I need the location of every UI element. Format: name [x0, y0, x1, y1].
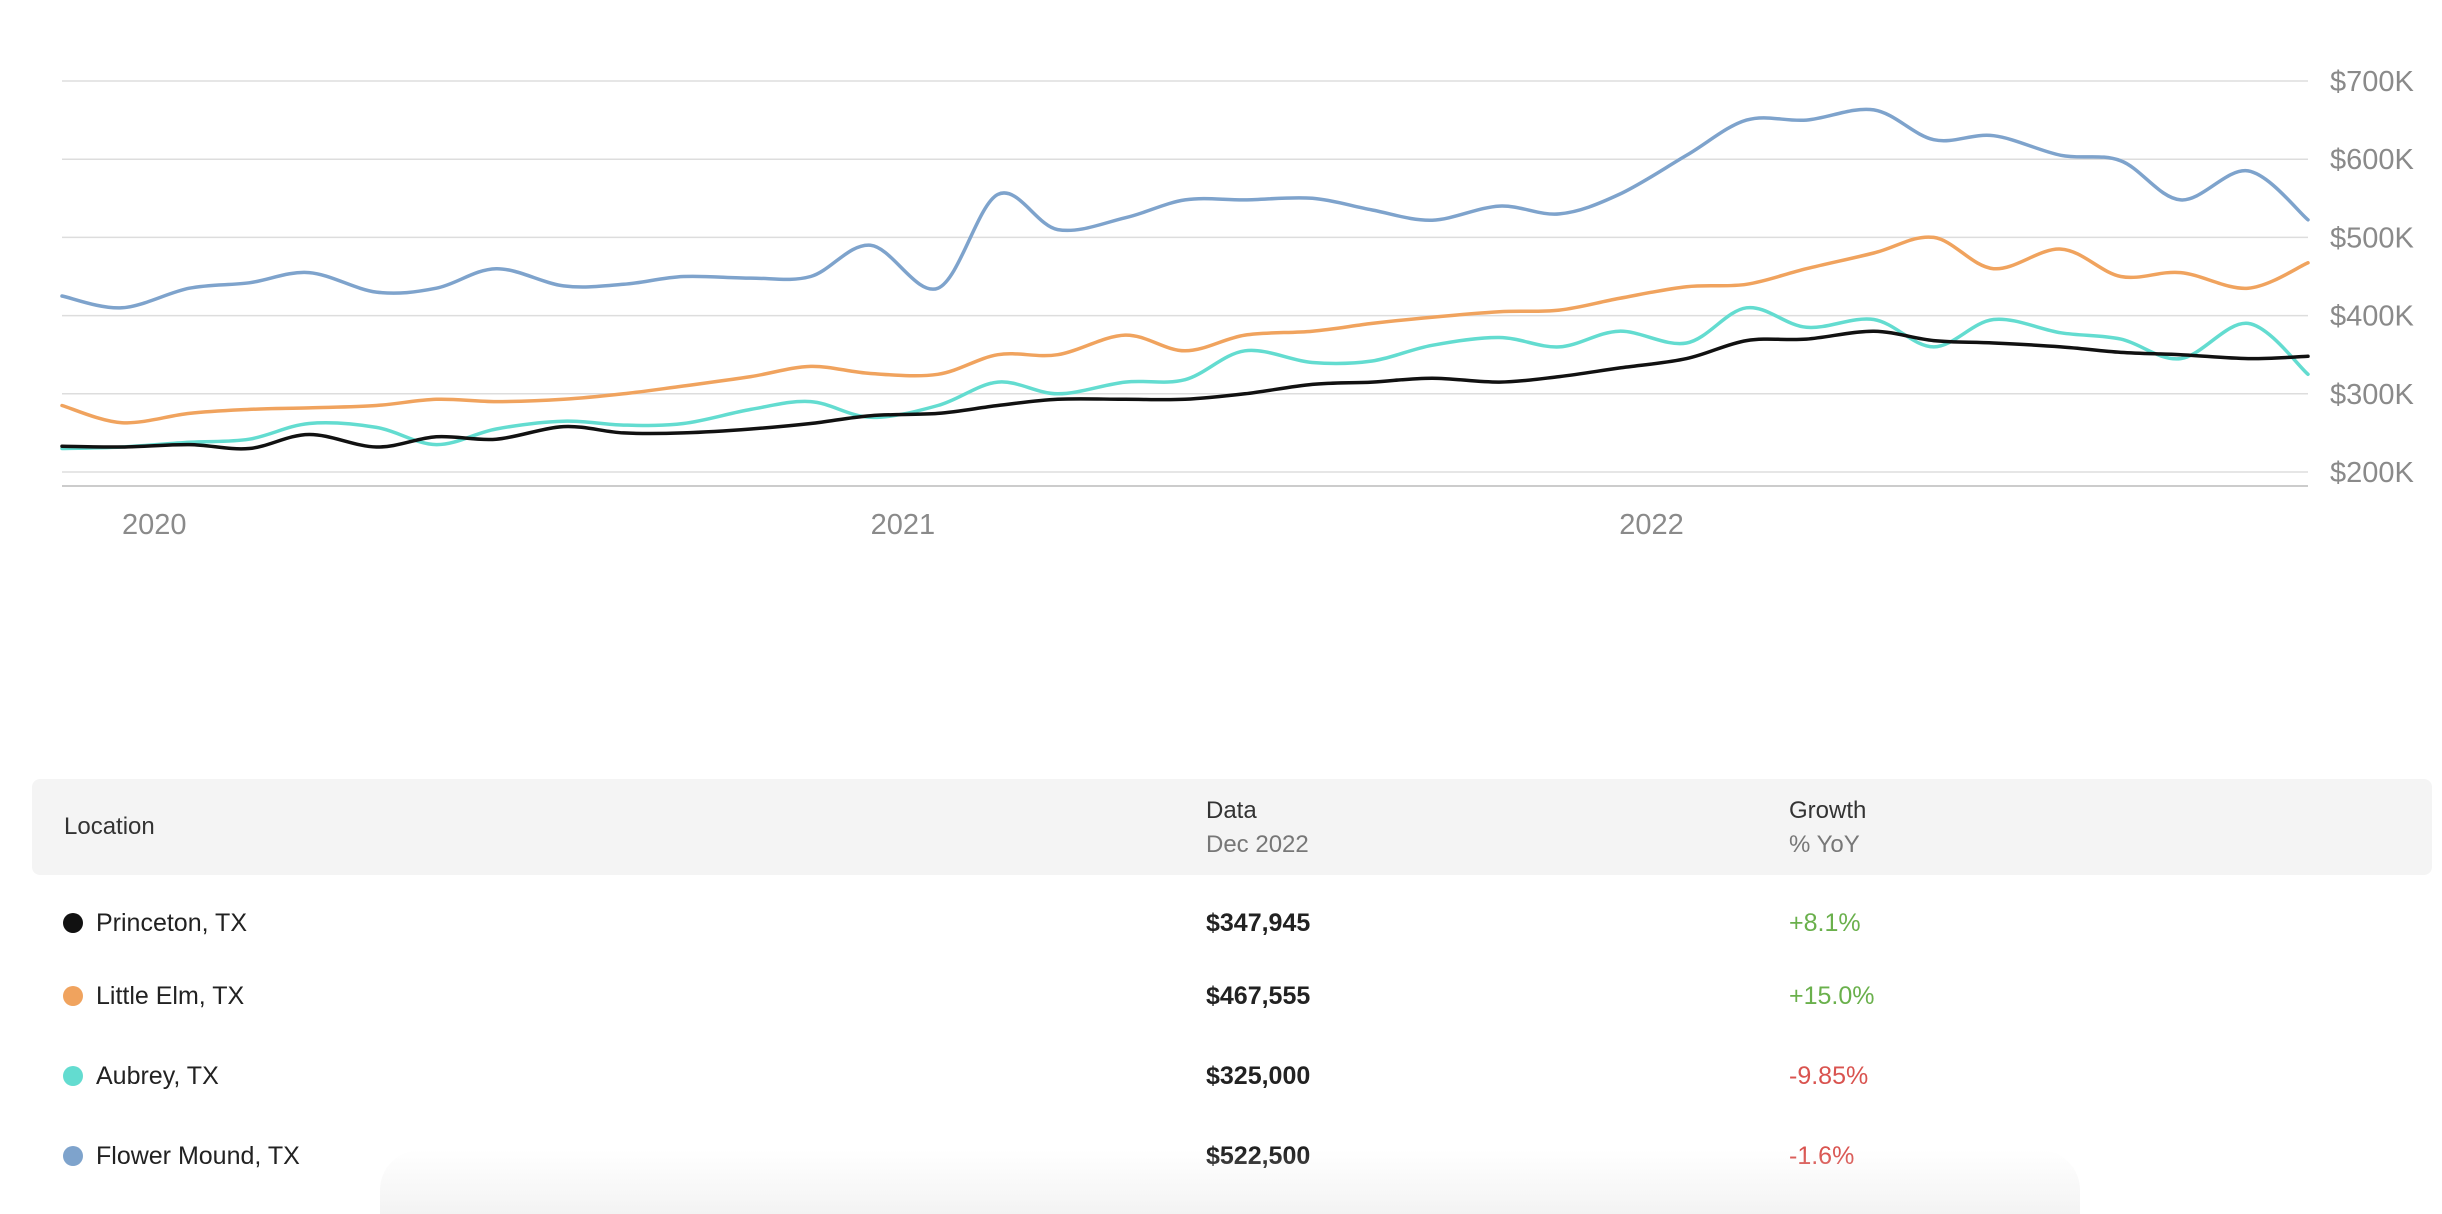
location-name: Princeton, TX	[96, 909, 248, 937]
x-axis-ticks: 2020 2021 2022	[122, 509, 1684, 541]
series-line-little-elm	[60, 235, 2310, 425]
growth-cell: +15.0%	[1789, 982, 1875, 1010]
table-header: Location Data Dec 2022 Growth % YoY	[32, 779, 2432, 875]
y-tick-label: $700K	[2330, 66, 2415, 98]
series-group	[60, 107, 2310, 451]
data-header: Data Dec 2022	[1206, 797, 1309, 859]
series-line-flower-mound	[60, 107, 2310, 310]
growth-cell: -9.85%	[1789, 1062, 1869, 1090]
table-row[interactable]: Little Elm, TX $467,555 +15.0%	[32, 964, 2432, 1044]
table-row[interactable]: Princeton, TX $347,945 +8.1%	[32, 891, 2432, 971]
x-tick-label: 2022	[1619, 509, 1684, 541]
legend-dot	[63, 1066, 83, 1086]
value-cell: $325,000	[1206, 1062, 1311, 1090]
location-header: Location	[64, 813, 155, 840]
scroll-shadow	[380, 1150, 2080, 1214]
y-tick-label: $200K	[2330, 457, 2415, 489]
y-tick-label: $300K	[2330, 379, 2415, 411]
legend-dot	[63, 913, 83, 933]
legend-dot	[63, 1146, 83, 1166]
data-header-sub: Dec 2022	[1206, 831, 1309, 858]
value-cell: $467,555	[1206, 982, 1311, 1010]
chart-container: $700K $600K $500K $400K $300K $200K 2020…	[0, 0, 2442, 560]
growth-header-sub: % YoY	[1789, 831, 1860, 858]
data-header-label: Data	[1206, 797, 1257, 824]
series-line-princeton	[60, 329, 2310, 451]
location-name: Aubrey, TX	[96, 1062, 219, 1090]
growth-header: Growth % YoY	[1789, 797, 1866, 859]
location-name: Flower Mound, TX	[96, 1142, 300, 1170]
location-name: Little Elm, TX	[96, 982, 245, 1010]
value-cell: $347,945	[1206, 909, 1311, 937]
table-row[interactable]: Aubrey, TX $325,000 -9.85%	[32, 1044, 2432, 1124]
grid-group	[62, 80, 2308, 487]
x-tick-label: 2021	[871, 509, 936, 541]
line-chart: $700K $600K $500K $400K $300K $200K 2020…	[60, 66, 2415, 541]
y-tick-label: $500K	[2330, 222, 2415, 254]
x-tick-label: 2020	[122, 509, 187, 541]
data-table: Location Data Dec 2022 Growth % YoY Prin…	[32, 779, 2432, 1195]
legend-dot	[63, 986, 83, 1006]
y-axis-ticks: $700K $600K $500K $400K $300K $200K	[2330, 66, 2415, 489]
series-line-aubrey	[60, 305, 2310, 451]
y-tick-label: $400K	[2330, 301, 2415, 333]
growth-header-label: Growth	[1789, 797, 1867, 824]
growth-cell: +8.1%	[1789, 909, 1861, 937]
y-tick-label: $600K	[2330, 144, 2415, 176]
